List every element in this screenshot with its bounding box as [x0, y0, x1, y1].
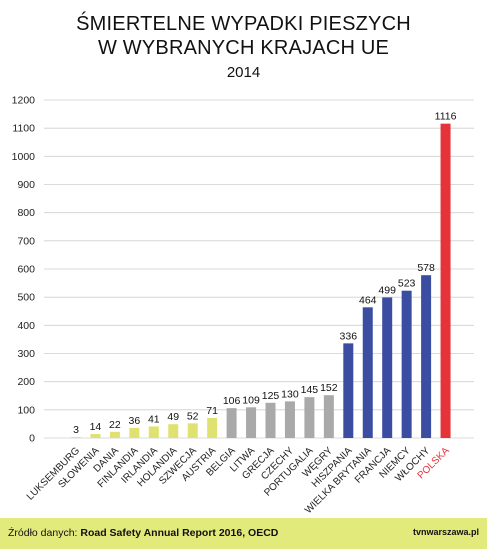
bar [90, 434, 101, 438]
y-tick-label: 400 [17, 320, 35, 332]
y-tick-label: 1000 [12, 151, 36, 163]
footer-source: Źródło danych: Road Safety Annual Report… [8, 527, 278, 539]
y-tick-label: 1200 [12, 95, 36, 107]
data-label: 22 [109, 419, 121, 431]
data-label: 578 [417, 262, 435, 274]
data-label: 109 [242, 394, 260, 406]
y-tick-label: 300 [17, 348, 35, 360]
chart-subtitle: 2014 [226, 64, 261, 81]
bar [401, 290, 412, 438]
bar [421, 275, 432, 438]
source-label: Źródło danych: [8, 527, 81, 539]
bar [71, 437, 81, 438]
bar [343, 343, 354, 438]
y-tick-label: 1100 [12, 123, 35, 135]
bar [148, 426, 159, 438]
data-label: 125 [262, 390, 280, 402]
data-label: 49 [167, 411, 179, 423]
data-label: 464 [359, 294, 377, 306]
y-tick-label: 900 [17, 179, 35, 191]
y-tick-label: 700 [17, 235, 35, 247]
bar [207, 418, 218, 438]
title-line-1: ŚMIERTELNE WYPADKI PIESZYCH [76, 13, 411, 35]
chart-title: ŚMIERTELNE WYPADKI PIESZYCH W WYBRANYCH … [0, 12, 487, 84]
footer-brand: tvnwarszawa.pl [412, 527, 479, 537]
bar [109, 431, 120, 438]
bar [362, 307, 373, 438]
y-tick-label: 100 [17, 404, 35, 416]
footer: Źródło danych: Road Safety Annual Report… [0, 518, 487, 549]
y-tick-label: 800 [17, 207, 35, 219]
y-tick-label: 200 [17, 376, 35, 388]
bar [265, 402, 276, 438]
source-value: Road Safety Annual Report 2016, OECD [80, 527, 279, 539]
data-label: 145 [301, 384, 319, 396]
data-label: 106 [223, 395, 241, 407]
bar [168, 424, 179, 438]
bar-chart: 0 100 200 300 400 500 600 700 800 900 1000 1100 1200… [12, 95, 474, 516]
data-label: 41 [148, 413, 160, 425]
data-label: 336 [340, 330, 358, 342]
bar [226, 408, 237, 438]
bar [284, 401, 295, 438]
data-label: 52 [187, 410, 199, 422]
data-label: 36 [129, 415, 141, 427]
bar [246, 407, 257, 438]
bar [187, 423, 198, 438]
title-line-2: W WYBRANYCH KRAJACH UE [97, 37, 390, 59]
y-tick-label: 0 [29, 433, 35, 445]
data-label: 130 [281, 388, 299, 400]
bar [323, 395, 334, 438]
data-label: 523 [398, 278, 416, 290]
bar [440, 123, 451, 438]
data-label: 1116 [435, 111, 457, 123]
data-label: 14 [90, 421, 102, 433]
data-label: 152 [320, 382, 338, 394]
bar [382, 297, 393, 438]
bar [304, 397, 315, 438]
y-tick-label: 500 [17, 292, 35, 304]
bar [129, 427, 140, 438]
y-tick-label: 600 [17, 264, 35, 276]
data-label: 3 [73, 424, 79, 436]
data-label: 499 [378, 284, 396, 296]
data-label: 71 [206, 405, 218, 417]
